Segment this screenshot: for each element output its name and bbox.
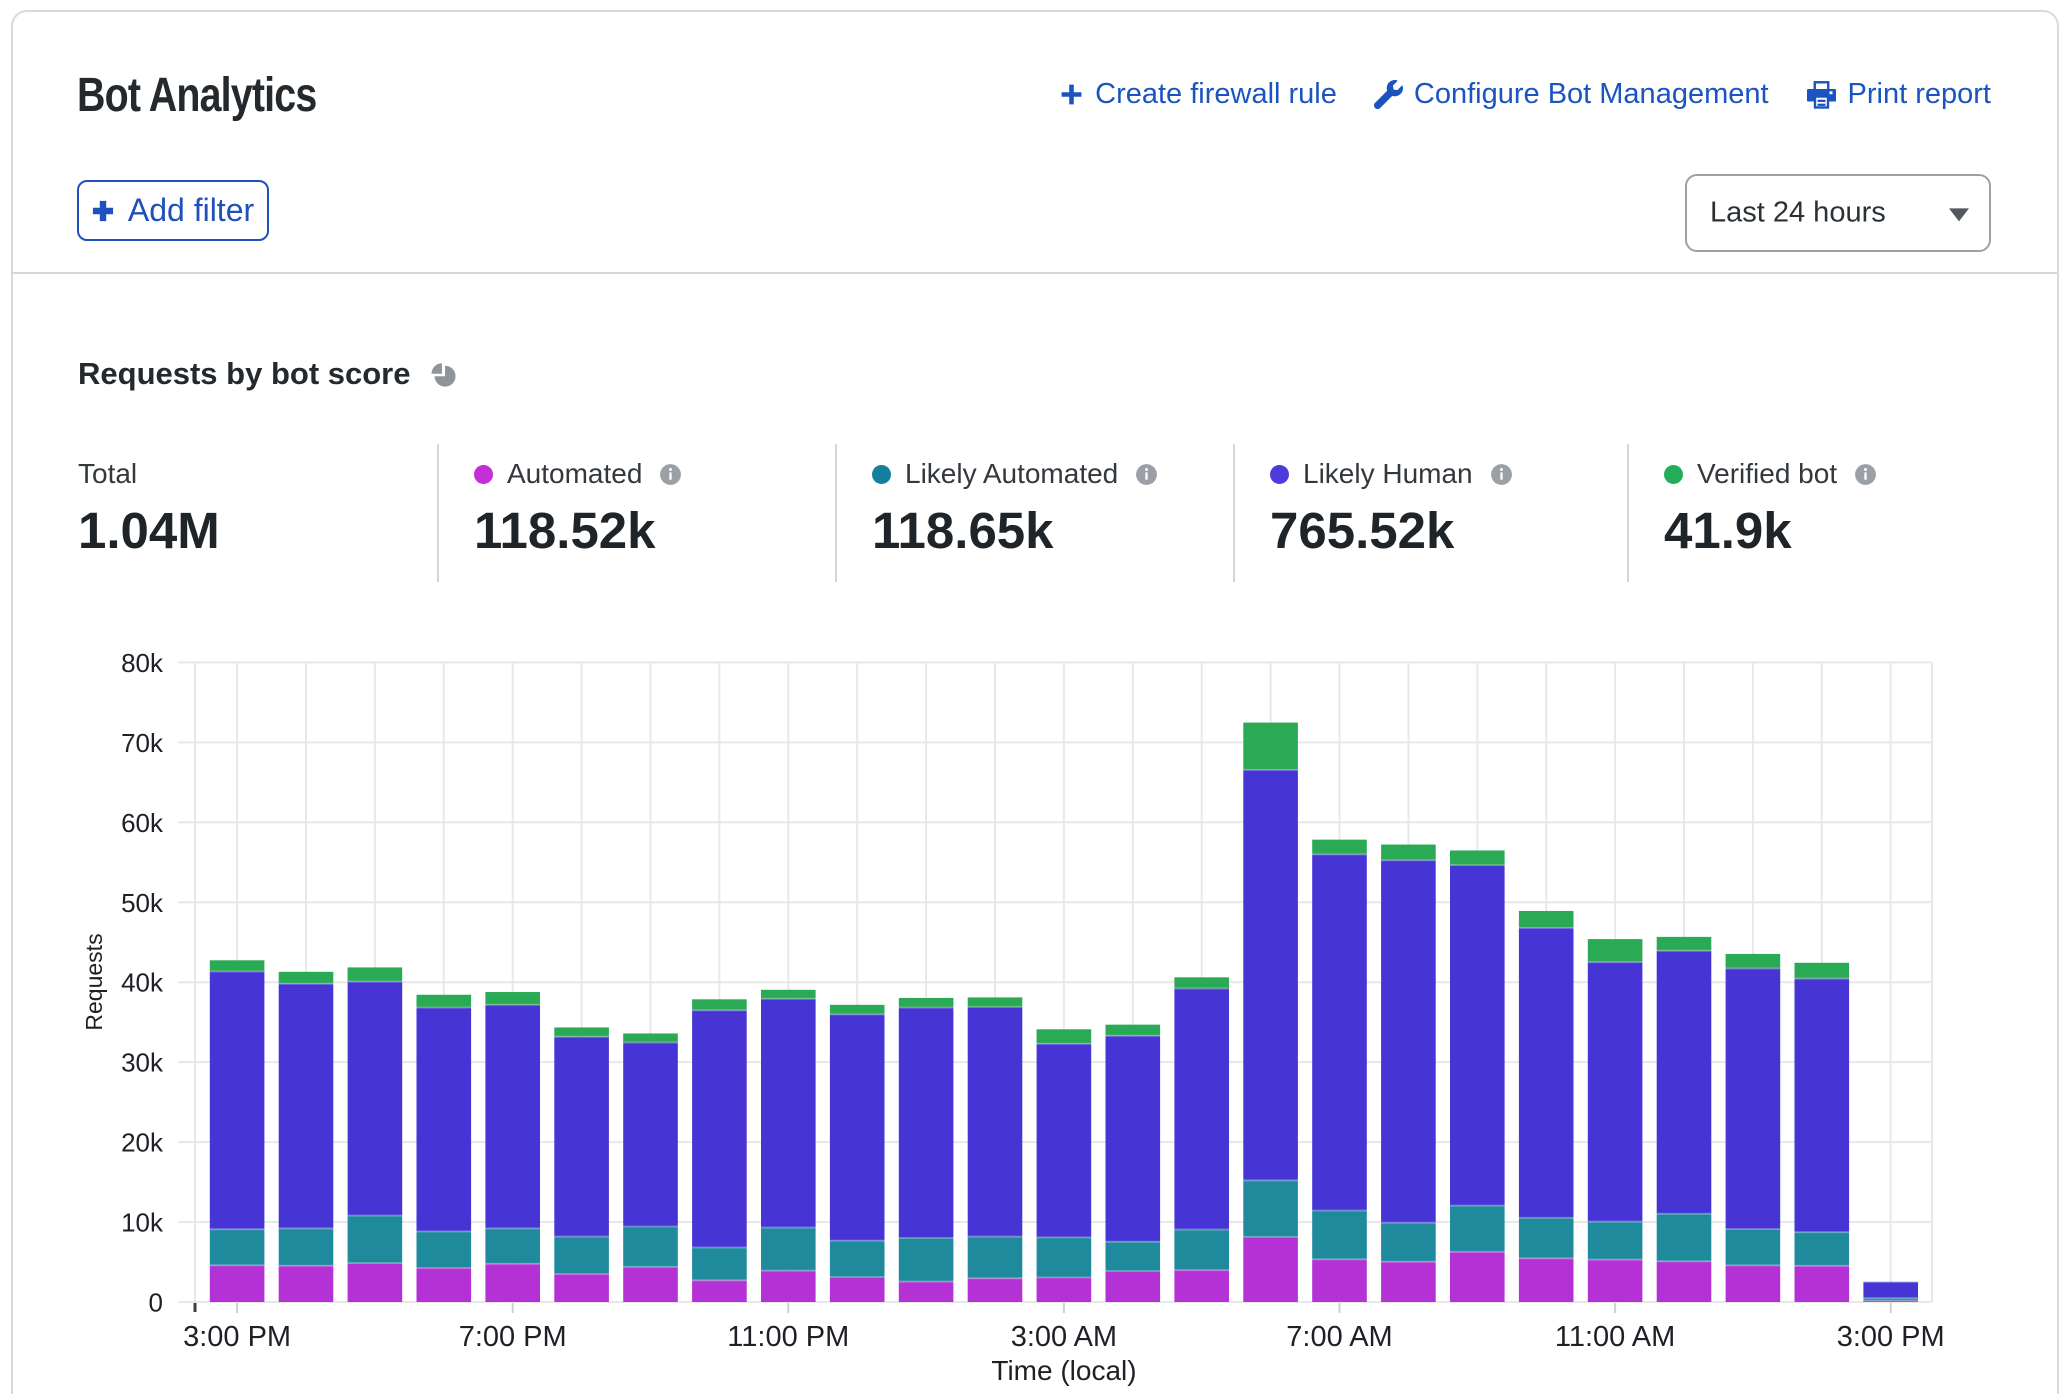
svg-text:20k: 20k [121,1128,164,1158]
svg-text:3:00 PM: 3:00 PM [183,1321,291,1353]
svg-text:80k: 80k [121,648,164,678]
svg-text:30k: 30k [121,1048,164,1078]
svg-text:0: 0 [149,1288,163,1318]
svg-text:Requests: Requests [81,933,107,1030]
svg-text:11:00 PM: 11:00 PM [727,1321,849,1353]
svg-text:7:00 PM: 7:00 PM [459,1321,567,1353]
svg-text:70k: 70k [121,728,164,758]
svg-text:3:00 AM: 3:00 AM [1011,1321,1117,1353]
svg-text:60k: 60k [121,808,164,838]
svg-text:Time (local): Time (local) [991,1355,1136,1386]
svg-text:50k: 50k [121,888,164,918]
svg-text:11:00 AM: 11:00 AM [1555,1321,1675,1353]
svg-text:3:00 PM: 3:00 PM [1837,1321,1945,1353]
svg-text:40k: 40k [121,968,164,998]
svg-text:10k: 10k [121,1208,164,1238]
svg-text:7:00 AM: 7:00 AM [1286,1321,1392,1353]
